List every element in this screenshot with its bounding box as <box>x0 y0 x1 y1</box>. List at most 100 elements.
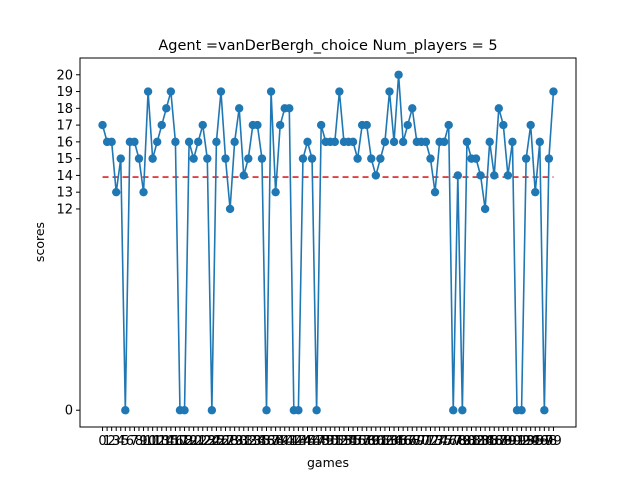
x-tick-label: 31 <box>235 434 252 449</box>
x-tick-label: 76 <box>440 434 457 449</box>
x-tick-label: 60 <box>368 434 385 449</box>
data-point <box>521 154 531 163</box>
x-tick-label: 1 <box>103 434 111 449</box>
data-point <box>98 120 107 130</box>
x-tick-label: 28 <box>222 434 239 449</box>
y-tick-label: 13 <box>56 186 73 201</box>
x-tick-label: 45 <box>299 434 316 449</box>
x-axis-ticks: 0123456789101112131415161718192021222324… <box>98 427 562 449</box>
x-tick-label: 8 <box>135 434 143 449</box>
y-axis-label: scores <box>32 222 47 262</box>
data-point <box>490 171 499 180</box>
data-point <box>408 104 417 113</box>
data-point <box>298 154 308 163</box>
x-tick-label: 0 <box>98 434 106 449</box>
data-point <box>403 120 412 130</box>
x-tick-label: 84 <box>477 434 494 449</box>
data-point <box>439 137 449 147</box>
data-point <box>371 171 381 180</box>
x-tick-label: 18 <box>176 434 193 449</box>
x-tick-label: 2 <box>108 434 116 449</box>
x-tick-label: 36 <box>258 434 275 449</box>
data-point <box>130 137 139 147</box>
x-tick-label: 9 <box>139 434 147 449</box>
x-tick-label: 33 <box>245 434 262 449</box>
data-point <box>316 120 326 130</box>
data-point <box>180 406 189 415</box>
series-line <box>101 74 555 412</box>
x-tick-label: 30 <box>231 434 248 449</box>
data-point <box>485 137 494 147</box>
data-point <box>398 137 408 147</box>
x-tick-label: 61 <box>372 434 389 449</box>
y-tick-label: 14 <box>56 169 73 184</box>
x-tick-label: 52 <box>331 434 348 449</box>
data-point <box>107 137 116 147</box>
x-tick-label: 97 <box>536 434 553 449</box>
x-tick-label: 74 <box>431 434 448 449</box>
data-point <box>285 104 294 113</box>
x-tick-label: 77 <box>445 434 462 449</box>
data-point <box>257 154 267 163</box>
x-tick-label: 19 <box>181 434 198 449</box>
data-point <box>216 87 226 96</box>
data-point <box>335 87 344 96</box>
data-point <box>225 204 235 214</box>
data-point <box>239 171 248 180</box>
data-point <box>244 154 253 163</box>
x-tick-label: 62 <box>377 434 394 449</box>
data-point <box>480 204 490 214</box>
y-tick-label: 16 <box>56 135 73 150</box>
data-point <box>143 87 153 96</box>
data-point <box>394 70 403 79</box>
data-point <box>148 154 157 163</box>
data-point <box>234 104 244 113</box>
data-point <box>266 87 276 96</box>
x-tick-label: 79 <box>454 434 471 449</box>
data-point <box>271 187 280 197</box>
data-point <box>517 406 526 415</box>
x-tick-label: 87 <box>491 434 508 449</box>
x-tick-label: 29 <box>226 434 243 449</box>
x-tick-label: 34 <box>249 434 266 449</box>
data-point <box>303 137 312 147</box>
x-tick-label: 93 <box>518 434 535 449</box>
x-tick-label: 3 <box>112 434 120 449</box>
data-point <box>116 154 125 163</box>
x-tick-label: 16 <box>167 434 184 449</box>
data-point <box>184 137 194 147</box>
y-tick-label: 17 <box>56 119 73 134</box>
y-tick-label: 0 <box>65 404 73 419</box>
x-tick-label: 67 <box>399 434 416 449</box>
x-tick-label: 10 <box>140 434 157 449</box>
x-tick-label: 39 <box>272 434 289 449</box>
x-tick-label: 68 <box>404 434 421 449</box>
x-tick-label: 15 <box>163 434 180 449</box>
x-tick-label: 55 <box>345 434 362 449</box>
data-point <box>385 87 394 96</box>
x-tick-label: 42 <box>286 434 303 449</box>
x-tick-label: 63 <box>381 434 398 449</box>
data-point <box>307 154 317 163</box>
x-tick-label: 69 <box>409 434 426 449</box>
data-point <box>499 120 508 130</box>
data-point <box>262 406 271 415</box>
x-tick-label: 99 <box>545 434 562 449</box>
x-tick-label: 75 <box>436 434 453 449</box>
x-tick-label: 86 <box>486 434 503 449</box>
x-tick-label: 95 <box>527 434 544 449</box>
data-point <box>230 137 239 147</box>
x-tick-label: 78 <box>450 434 467 449</box>
x-tick-label: 96 <box>532 434 549 449</box>
data-point <box>376 154 385 163</box>
x-tick-label: 25 <box>208 434 225 449</box>
x-tick-label: 81 <box>463 434 480 449</box>
y-tick-label: 12 <box>56 202 73 217</box>
y-tick-label: 20 <box>56 68 73 83</box>
data-point <box>380 137 390 147</box>
data-point <box>449 406 458 415</box>
x-tick-label: 21 <box>190 434 207 449</box>
x-tick-label: 43 <box>290 434 307 449</box>
